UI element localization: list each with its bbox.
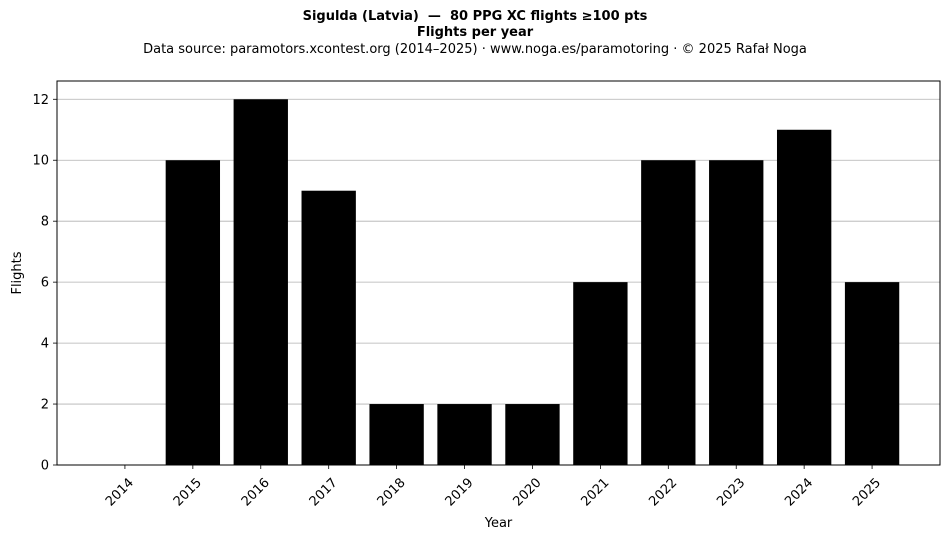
x-axis-ticks: 2014 2015 2016 2017 2018 2019 2020 2021 2022 2023… [103, 465, 884, 509]
y-tick-label: 8 [41, 215, 49, 230]
y-axis-label: Flights [10, 251, 25, 294]
x-tick-label: 2014 [103, 475, 137, 509]
bar-2018 [369, 404, 424, 465]
x-tick-label: 2022 [646, 475, 680, 509]
x-tick-label: 2017 [307, 475, 341, 509]
data-source-note: Data source: paramotors.xcontest.org (20… [143, 42, 807, 57]
chart-titles: Sigulda (Latvia) — 80 PPG XC flights ≥10… [0, 9, 950, 59]
x-tick-label: 2023 [714, 475, 748, 509]
y-tick-label: 10 [32, 154, 49, 169]
x-tick-label: 2019 [443, 475, 477, 509]
x-tick-label: 2024 [782, 475, 816, 509]
bar-2020 [505, 404, 560, 465]
y-axis-ticks: 0 2 4 6 8 10 12 [32, 93, 57, 474]
bars [165, 99, 900, 466]
bar-2023 [709, 160, 764, 465]
bar-2022 [641, 160, 696, 465]
bar-2019 [437, 404, 492, 465]
bar-2025 [844, 282, 900, 465]
x-tick-label: 2016 [239, 475, 273, 509]
x-tick-label: 2021 [578, 475, 612, 509]
x-tick-label: 2020 [511, 475, 545, 509]
y-tick-label: 6 [41, 276, 49, 291]
chart-title: Sigulda (Latvia) — 80 PPG XC flights ≥10… [302, 9, 648, 24]
bar-2024 [776, 129, 832, 465]
chart-subtitle: Flights per year [416, 25, 534, 40]
x-tick-label: 2015 [171, 475, 205, 509]
bar-2017 [301, 190, 356, 465]
x-tick-label: 2025 [850, 475, 884, 509]
bar-2015 [165, 160, 221, 465]
bar-2021 [573, 282, 628, 465]
y-tick-label: 2 [41, 398, 49, 413]
y-tick-label: 12 [32, 93, 49, 108]
y-tick-label: 0 [41, 459, 49, 474]
x-tick-label: 2018 [375, 475, 409, 509]
bar-2016 [233, 99, 288, 466]
x-axis-label: Year [484, 516, 513, 531]
plot-frame [56, 80, 941, 466]
y-tick-label: 4 [41, 337, 49, 352]
